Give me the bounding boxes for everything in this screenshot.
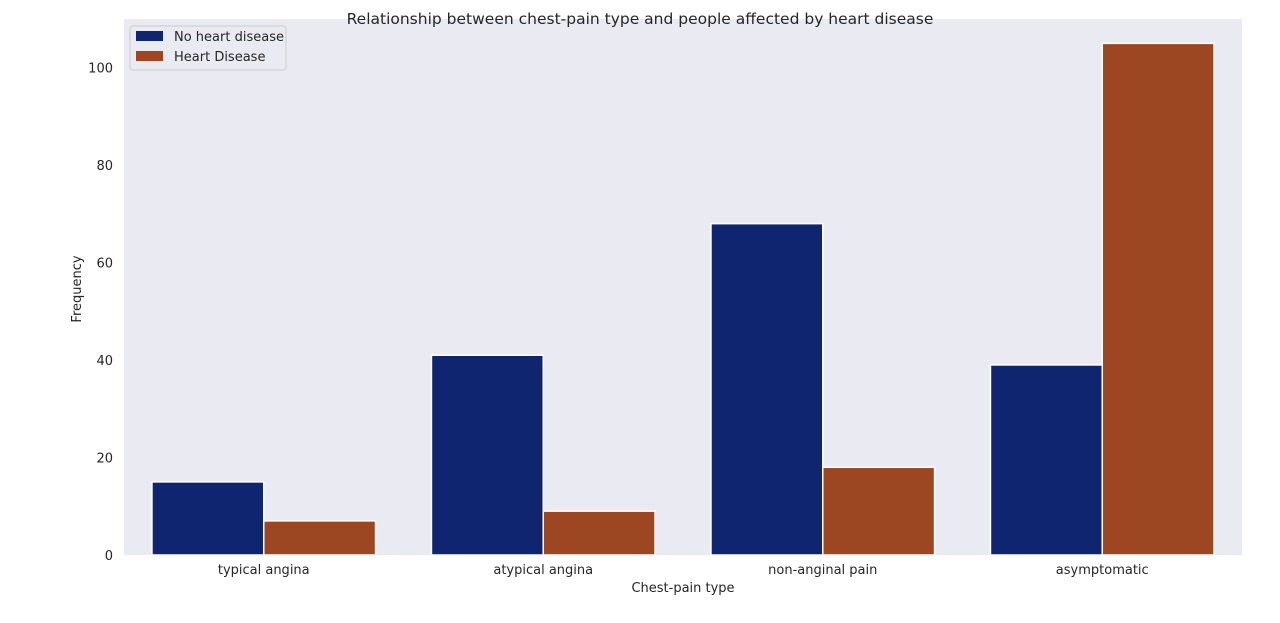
x-tick-label: asymptomatic xyxy=(1056,563,1149,578)
bar-no-heart-disease-atypical-angina xyxy=(430,354,545,556)
chart-title: Relationship between chest-pain type and… xyxy=(347,10,934,28)
x-tick-label: typical angina xyxy=(218,563,310,578)
legend-label-heart-disease: Heart Disease xyxy=(174,50,265,65)
legend-label-no-heart-disease: No heart disease xyxy=(174,30,284,45)
y-tick-label: 40 xyxy=(96,354,113,369)
x-tick-labels: typical angina atypical angina non-anginal… xyxy=(218,563,1149,578)
bar-heart-disease-atypical-angina xyxy=(542,510,656,556)
x-tick-label: non-anginal pain xyxy=(768,563,877,578)
bars xyxy=(151,42,1215,556)
y-tick-label: 20 xyxy=(96,452,113,467)
y-tick-label: 0 xyxy=(105,549,113,564)
legend-swatch-no-heart-disease xyxy=(136,31,163,41)
legend-box xyxy=(129,25,287,71)
y-axis-title: Frequency xyxy=(70,255,85,322)
x-tick-label: atypical angina xyxy=(493,563,593,578)
legend-swatch-heart-disease xyxy=(136,51,163,61)
y-tick-labels: 0 20 40 60 80 100 xyxy=(88,62,113,564)
y-tick-label: 100 xyxy=(88,62,113,77)
bar-no-heart-disease-non-anginal-pain xyxy=(710,222,824,556)
y-tick-label: 60 xyxy=(96,257,113,272)
bar-no-heart-disease-typical-angina xyxy=(151,481,265,556)
bar-no-heart-disease-asymptomatic xyxy=(989,364,1104,556)
y-tick-label: 80 xyxy=(96,159,113,174)
x-axis-title: Chest-pain type xyxy=(631,581,734,596)
legend: No heart disease Heart Disease xyxy=(129,25,287,71)
bar-heart-disease-non-anginal-pain xyxy=(822,466,936,556)
bar-heart-disease-asymptomatic xyxy=(1101,42,1215,556)
bar-heart-disease-typical-angina xyxy=(263,520,377,556)
